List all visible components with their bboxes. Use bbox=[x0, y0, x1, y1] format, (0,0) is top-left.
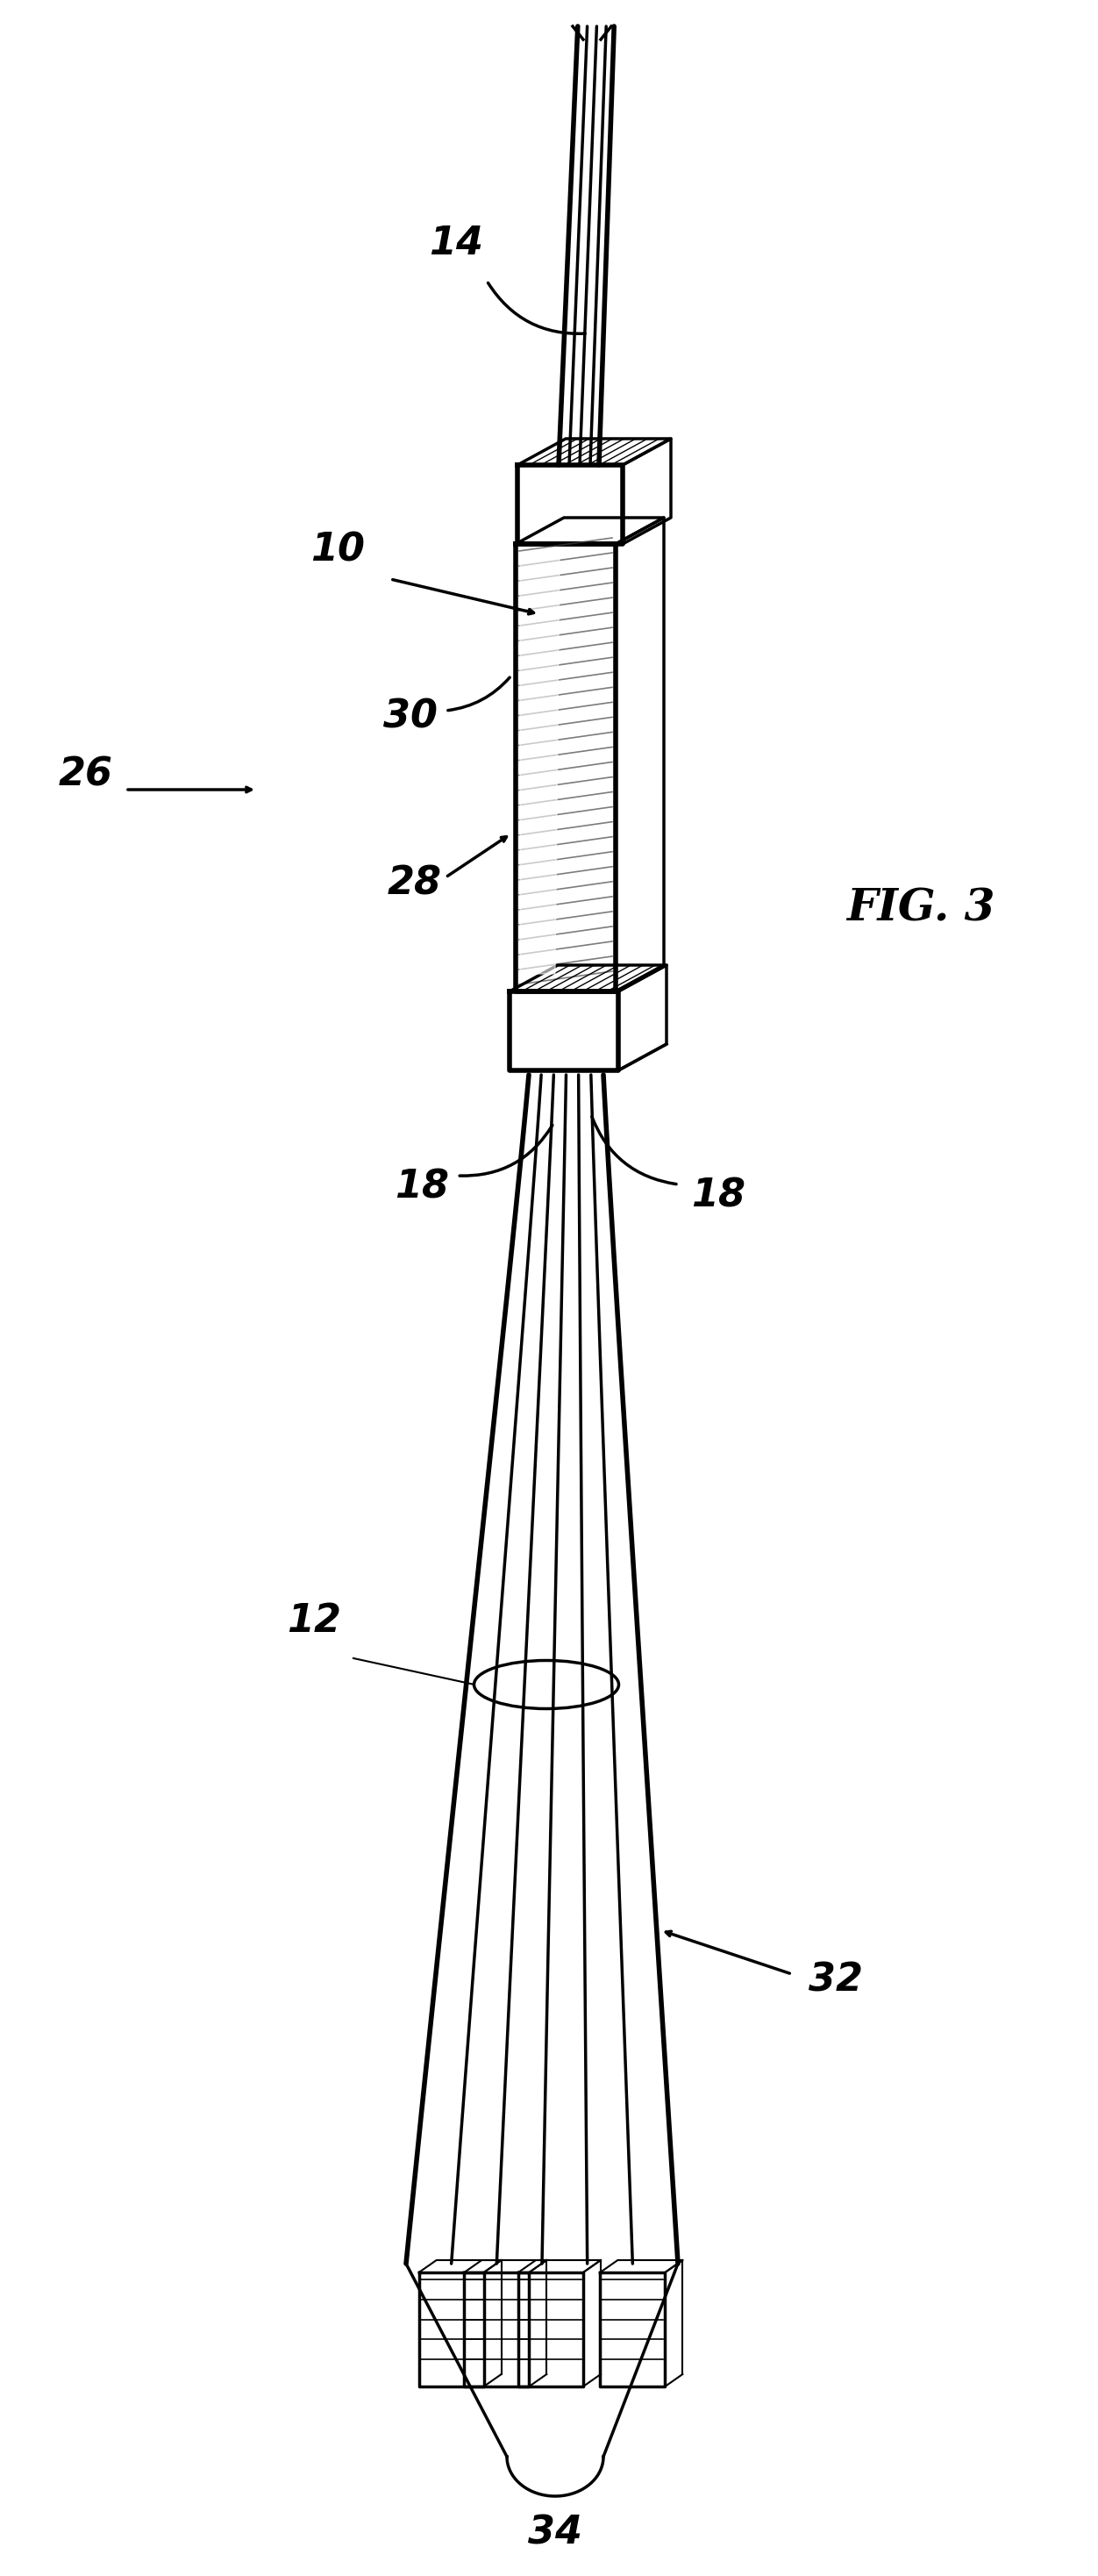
Text: 18: 18 bbox=[691, 1177, 746, 1213]
Text: 28: 28 bbox=[388, 866, 442, 902]
Text: 30: 30 bbox=[383, 698, 438, 737]
Text: 26: 26 bbox=[59, 755, 113, 793]
Text: 14: 14 bbox=[429, 224, 483, 263]
Text: 18: 18 bbox=[395, 1167, 449, 1206]
Text: 32: 32 bbox=[808, 1963, 863, 1999]
Text: 12: 12 bbox=[287, 1602, 341, 1641]
Polygon shape bbox=[520, 554, 560, 974]
Text: FIG. 3: FIG. 3 bbox=[847, 889, 995, 930]
Text: 10: 10 bbox=[311, 531, 365, 569]
Text: 34: 34 bbox=[528, 2514, 582, 2553]
